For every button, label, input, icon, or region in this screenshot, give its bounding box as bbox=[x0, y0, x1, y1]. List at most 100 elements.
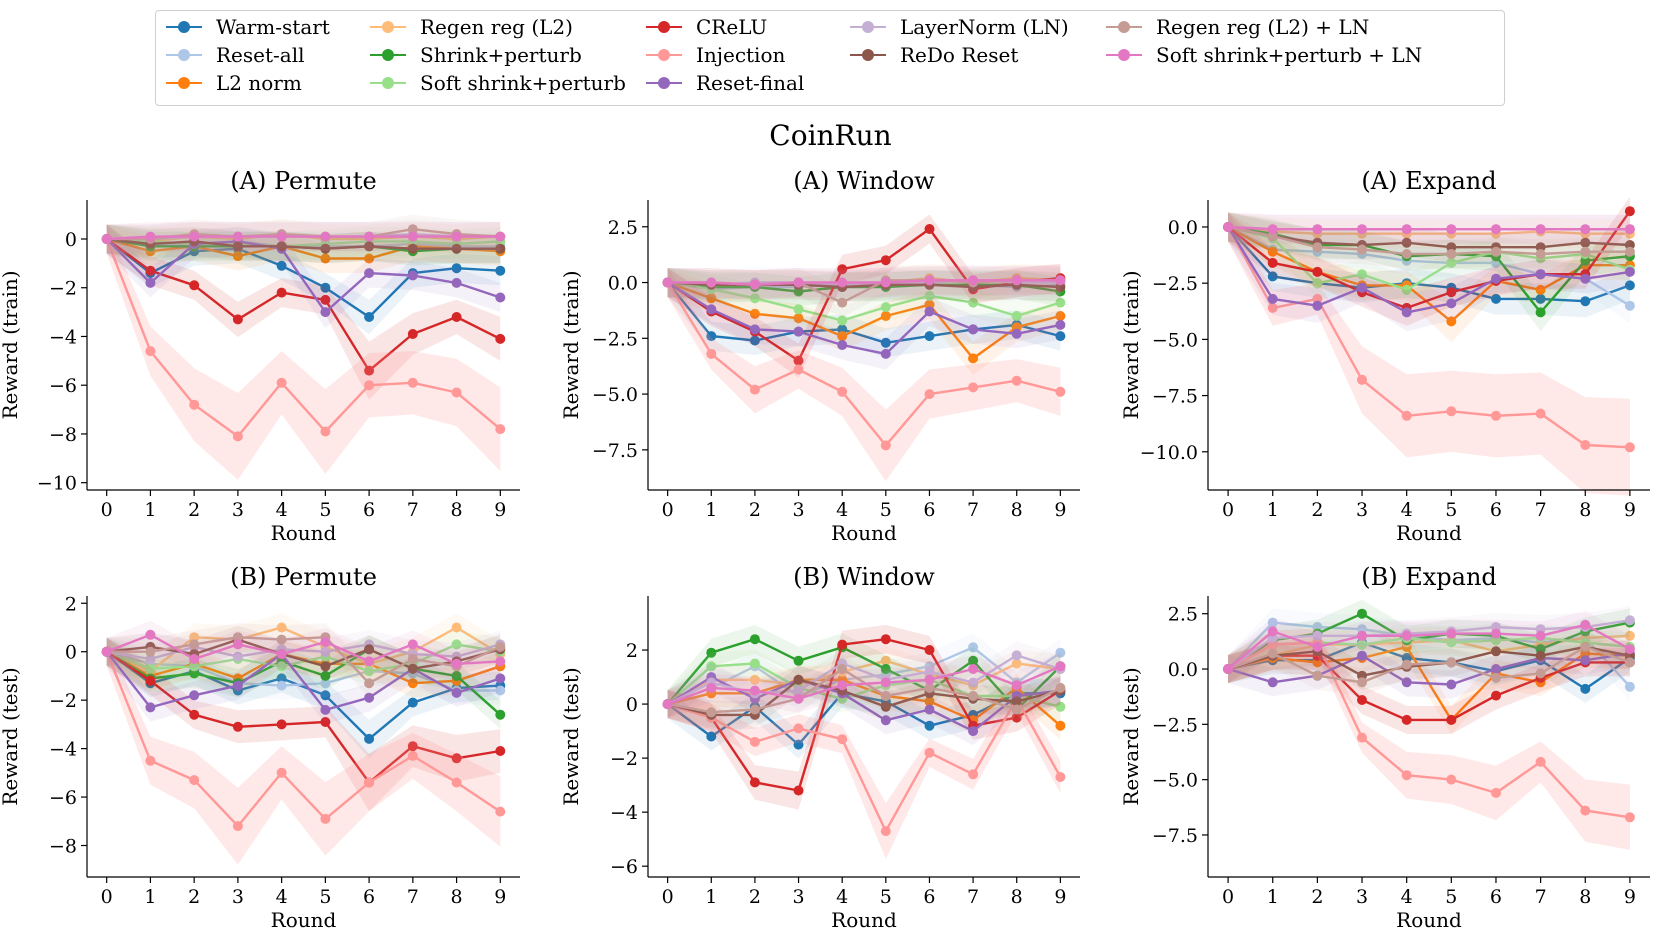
data-point bbox=[1357, 630, 1367, 641]
data-point bbox=[1312, 641, 1323, 652]
chart-title: (A) Expand bbox=[1361, 167, 1496, 195]
data-point bbox=[276, 377, 287, 388]
y-tick-label: −4 bbox=[610, 802, 638, 824]
series-line bbox=[667, 279, 1061, 286]
data-point bbox=[407, 231, 418, 242]
data-point bbox=[1446, 316, 1457, 327]
data-point bbox=[495, 641, 506, 652]
x-tick-label: 4 bbox=[1401, 886, 1413, 908]
data-point bbox=[1491, 690, 1501, 701]
data-point bbox=[189, 661, 200, 672]
data-point bbox=[451, 263, 462, 274]
data-point bbox=[495, 292, 506, 303]
x-tick-label: 1 bbox=[1267, 886, 1279, 908]
series-band bbox=[667, 268, 1061, 358]
data-point bbox=[1446, 287, 1457, 298]
data-point bbox=[320, 678, 331, 689]
y-tick-label: −6 bbox=[610, 856, 638, 878]
data-point bbox=[232, 314, 243, 325]
data-point bbox=[451, 312, 462, 322]
legend-item: Shrink+perturb bbox=[368, 41, 582, 69]
data-point bbox=[1580, 641, 1591, 652]
data-point bbox=[1401, 630, 1412, 641]
data-point bbox=[924, 674, 935, 685]
data-point bbox=[364, 656, 375, 667]
data-point bbox=[1580, 296, 1591, 307]
series-band bbox=[667, 654, 1061, 727]
legend-item: Reset-all bbox=[164, 41, 305, 69]
data-point bbox=[407, 224, 418, 235]
data-point bbox=[706, 647, 717, 658]
data-point bbox=[1401, 714, 1412, 725]
legend-item: Reset-final bbox=[644, 69, 804, 97]
x-tick-label: 8 bbox=[1011, 886, 1023, 908]
data-point bbox=[320, 637, 331, 647]
figure-title: CoinRun bbox=[769, 119, 892, 152]
series-line bbox=[1227, 623, 1631, 670]
x-tick-label: 3 bbox=[232, 499, 244, 521]
series-soft-shrink-perturb-ln bbox=[1223, 610, 1635, 684]
series-line bbox=[105, 238, 501, 372]
x-tick-label: 5 bbox=[319, 886, 331, 908]
series-regen-reg-l2-ln bbox=[1223, 212, 1635, 269]
series-line bbox=[666, 662, 1061, 708]
data-point bbox=[1624, 206, 1635, 217]
x-tick-label: 3 bbox=[792, 886, 804, 908]
series-band bbox=[667, 214, 1061, 378]
data-point bbox=[1401, 770, 1412, 781]
data-point bbox=[1491, 628, 1501, 639]
x-tick-label: 8 bbox=[1011, 499, 1023, 521]
data-point bbox=[793, 326, 804, 337]
data-point bbox=[793, 693, 804, 704]
series-line bbox=[667, 281, 1061, 322]
data-point bbox=[1011, 328, 1022, 339]
series-line bbox=[1227, 645, 1631, 684]
data-point bbox=[364, 733, 375, 744]
data-point bbox=[320, 704, 331, 715]
legend-label: Injection bbox=[696, 43, 786, 67]
data-point bbox=[662, 277, 673, 288]
data-point bbox=[1624, 442, 1635, 453]
legend-marker bbox=[848, 13, 888, 41]
data-point bbox=[1267, 257, 1278, 268]
series-band bbox=[106, 214, 501, 254]
data-point bbox=[232, 231, 243, 242]
data-point bbox=[1446, 257, 1457, 268]
y-tick-label: −2 bbox=[610, 748, 638, 770]
series-band bbox=[106, 637, 501, 865]
data-point bbox=[1446, 224, 1457, 235]
data-point bbox=[145, 663, 156, 674]
data-point bbox=[837, 734, 848, 745]
data-point bbox=[407, 243, 418, 254]
legend-marker bbox=[644, 13, 684, 41]
chart-legend: Warm-start Reset-all L2 norm Regen reg (L2)… bbox=[155, 10, 1505, 106]
data-point bbox=[1580, 805, 1591, 816]
series-line bbox=[666, 281, 1061, 356]
data-point bbox=[706, 293, 717, 304]
data-point bbox=[1535, 668, 1546, 679]
series-line bbox=[667, 678, 1061, 717]
y-tick-label: −8 bbox=[49, 836, 77, 858]
chart-title: (B) Window bbox=[793, 563, 935, 591]
series-line bbox=[1227, 225, 1630, 235]
data-point bbox=[1535, 293, 1546, 304]
data-point bbox=[276, 634, 287, 645]
data-point bbox=[1624, 630, 1635, 641]
data-point bbox=[451, 277, 462, 288]
data-point bbox=[1446, 657, 1457, 668]
chart-panel: (A) Window 0 1 2 3 4 5 6 7 8 9 2.5 0.0 −2.5 −5.0 −7.5 Ro… bbox=[559, 167, 1080, 545]
data-point bbox=[320, 646, 331, 657]
data-point bbox=[364, 644, 375, 655]
data-point bbox=[1267, 677, 1278, 688]
data-point bbox=[1267, 626, 1278, 637]
data-point bbox=[880, 277, 891, 288]
x-tick-label: 8 bbox=[1579, 499, 1591, 521]
data-point bbox=[1535, 269, 1546, 280]
data-point bbox=[232, 241, 243, 252]
data-point bbox=[495, 806, 506, 817]
data-point bbox=[1011, 704, 1022, 715]
series-band bbox=[1228, 212, 1630, 323]
x-tick-label: 7 bbox=[407, 886, 419, 908]
series-line bbox=[667, 646, 1062, 706]
data-point bbox=[793, 739, 804, 750]
